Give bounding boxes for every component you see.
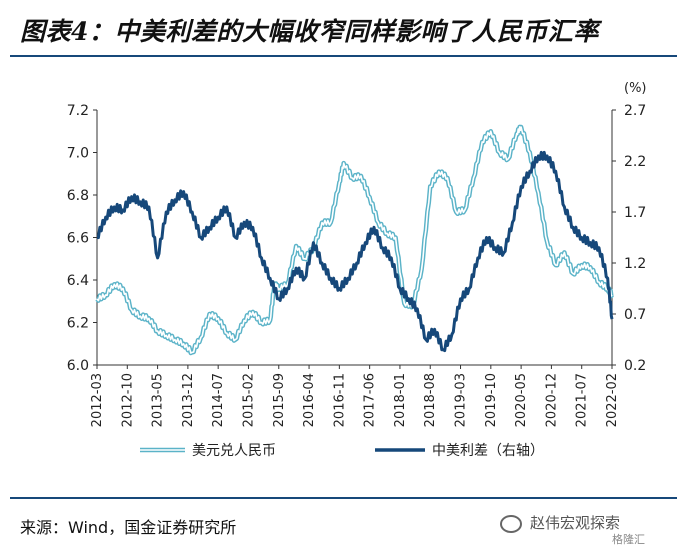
x-tick-label: 2016-11 bbox=[332, 373, 347, 427]
series-usdcny-inner bbox=[96, 126, 613, 354]
chart-legend: 美元兑人民币 中美利差（右轴） bbox=[140, 443, 544, 459]
left-tick-label: 6.0 bbox=[67, 358, 89, 374]
source-note: 来源：Wind，国金证券研究所 bbox=[20, 518, 237, 537]
watermark-text: 赵伟宏观探索 bbox=[530, 514, 621, 532]
x-tick-label: 2015-09 bbox=[272, 373, 287, 427]
x-tick-label: 2019-10 bbox=[484, 373, 499, 427]
right-tick-label: 0.7 bbox=[624, 307, 646, 323]
x-tick-label: 2018-01 bbox=[393, 373, 408, 427]
x-tick-label: 2022-02 bbox=[605, 373, 620, 427]
x-tick-label: 2016-04 bbox=[302, 373, 317, 427]
left-tick-label: 6.8 bbox=[67, 188, 89, 204]
right-tick-label: 2.7 bbox=[624, 103, 646, 119]
legend-usdcny-label: 美元兑人民币 bbox=[192, 443, 276, 459]
wechat-icon bbox=[500, 514, 522, 533]
left-tick-label: 6.2 bbox=[67, 316, 89, 332]
x-tick-label: 2012-10 bbox=[120, 373, 135, 427]
figure-title: 图表4：中美利差的大幅收窄同样影响了人民币汇率 bbox=[20, 17, 599, 46]
x-tick-label: 2015-02 bbox=[241, 373, 256, 427]
right-tick-label: 2.2 bbox=[624, 154, 646, 170]
x-tick-label: 2012-03 bbox=[90, 373, 105, 427]
x-tick-label: 2020-12 bbox=[544, 373, 559, 427]
title-rule bbox=[10, 55, 677, 57]
right-tick-label: 1.2 bbox=[624, 256, 646, 272]
usdcny-spread-chart: 6.0 6.2 6.4 6.6 6.8 7.0 7.2 0.2 0.7 1.2 1.7 2.2 2.7 (… bbox=[67, 81, 647, 459]
title-bar: 图表4：中美利差的大幅收窄同样影响了人民币汇率 bbox=[0, 0, 681, 56]
right-tick-label: 0.2 bbox=[624, 358, 646, 374]
legend-spread-label: 中美利差（右轴） bbox=[432, 443, 544, 459]
x-tick-label: 2020-05 bbox=[514, 373, 529, 427]
x-tick-label: 2014-07 bbox=[211, 373, 226, 427]
x-tick-label: 2019-03 bbox=[454, 373, 469, 427]
x-tick-label: 2018-08 bbox=[423, 373, 438, 427]
x-tick-label: 2013-12 bbox=[181, 373, 196, 427]
x-tick-label: 2021-07 bbox=[575, 373, 590, 427]
series-spread-line bbox=[96, 150, 614, 353]
left-tick-label: 7.0 bbox=[67, 146, 89, 162]
watermark-badge: 格隆汇 bbox=[612, 533, 645, 546]
left-tick-label: 6.4 bbox=[67, 273, 89, 289]
right-axis-unit: (%) bbox=[624, 81, 647, 96]
left-tick-label: 6.6 bbox=[67, 231, 89, 247]
left-tick-label: 7.2 bbox=[67, 103, 89, 119]
watermark: 赵伟宏观探索 bbox=[500, 512, 620, 533]
x-tick-label: 2017-06 bbox=[363, 373, 378, 427]
chart-axes: 6.0 6.2 6.4 6.6 6.8 7.0 7.2 0.2 0.7 1.2 1.7 2.2 2.7 (… bbox=[67, 81, 647, 427]
x-tick-label: 2013-05 bbox=[151, 373, 166, 427]
bottom-rule bbox=[10, 497, 677, 499]
right-tick-label: 1.7 bbox=[624, 205, 646, 221]
series-layer bbox=[95, 124, 614, 356]
